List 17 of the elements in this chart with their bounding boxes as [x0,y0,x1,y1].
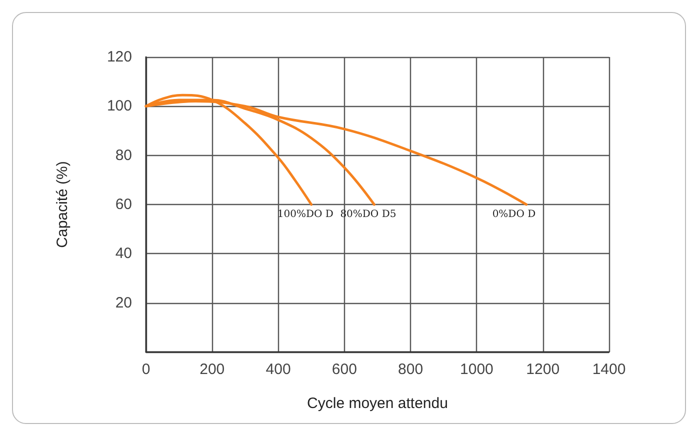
x-tick-label: 1000 [460,361,494,378]
y-tick-label: 20 [115,294,132,312]
y-tick-label: 120 [106,48,132,66]
y-tick-label: 40 [115,245,132,262]
y-axis-title: Capacité (%) [54,161,71,248]
x-tick-label: 400 [266,361,291,378]
series-label: 0%DO D [492,209,536,220]
y-tick-label: 80 [115,146,132,164]
y-tick-label: 60 [115,196,132,213]
x-tick-label: 0 [142,361,150,378]
x-tick-label: 600 [332,361,357,378]
y-tick-label: 100 [106,98,132,115]
x-tick-label: 800 [398,361,424,378]
x-tick-label: 1200 [526,361,560,378]
x-tick-label: 1400 [592,361,626,378]
x-axis-title: Cycle moyen attendu [307,395,448,412]
x-tick-label: 200 [200,361,225,378]
